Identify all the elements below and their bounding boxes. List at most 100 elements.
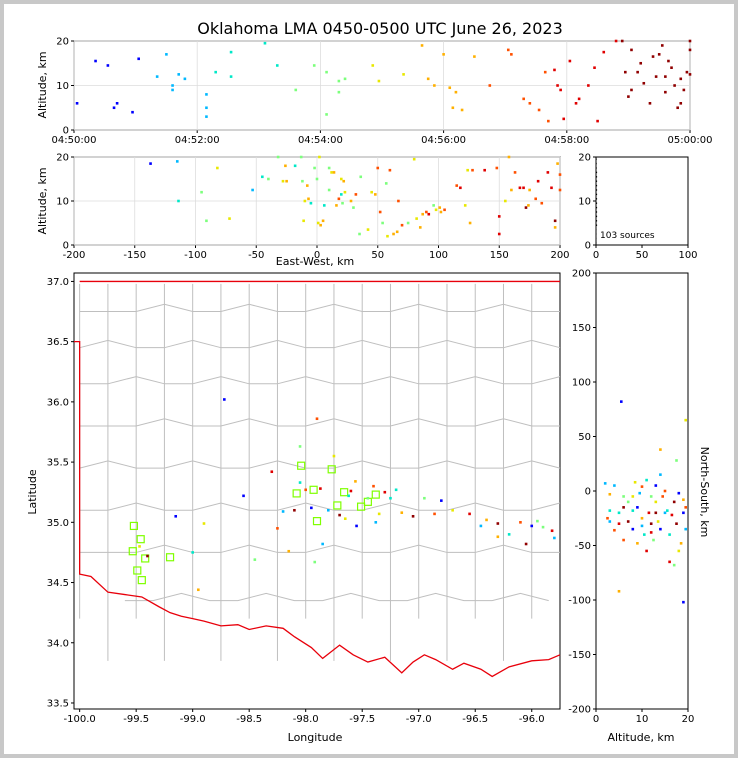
- time-height-point: [183, 77, 187, 81]
- ew-height-panel: -200 -150 -100 -50 0 50 100 150 200 0 10 20: [56, 153, 569, 262]
- ew-height-point: [327, 166, 331, 170]
- plan-view-panel: -100.0 -99.5 -99.0 -98.5 -98.0 -97.5 -97.0 -96.…: [47, 272, 561, 725]
- ew-height-point: [522, 186, 525, 190]
- ns-height-point: [677, 549, 681, 553]
- ns-height-panel: 0 10 20 -200 -150 -100 -50 0 50 100 150 200: [568, 269, 694, 726]
- time-height-point: [654, 75, 658, 78]
- plan-view-xtick-label: -99.5: [123, 714, 149, 725]
- ew-height-point: [384, 182, 388, 185]
- ns-height-point: [603, 482, 607, 485]
- ns-height-point: [631, 527, 635, 531]
- figure-title: Oklahoma LMA 0450-0500 UTC June 26, 2023: [197, 19, 563, 38]
- time-height-point: [682, 88, 686, 92]
- plan-view-point: [479, 524, 483, 528]
- time-height-point: [639, 61, 643, 65]
- ns-height-point: [663, 489, 667, 493]
- time-height-point: [664, 75, 667, 78]
- plan-view-point: [496, 535, 500, 539]
- ew-height-ytick-label: 20: [56, 153, 69, 164]
- ns-height-point: [631, 495, 635, 498]
- time-height-point: [596, 119, 599, 123]
- source-count-ytick-label: 0: [585, 241, 591, 252]
- time-height-point: [688, 73, 692, 76]
- ew-height-point: [556, 162, 559, 165]
- plan-view-point: [298, 445, 302, 448]
- time-height-point: [559, 88, 562, 92]
- figure-canvas: Oklahoma LMA 0450-0500 UTC June 26, 2023…: [4, 4, 734, 754]
- ew-height-point: [340, 177, 343, 181]
- ns-height-point: [636, 542, 639, 545]
- time-height-point: [165, 53, 168, 56]
- time-height-point: [155, 75, 159, 78]
- ns-height-point: [647, 511, 651, 515]
- plan-view-point: [174, 514, 178, 518]
- ew-height-point: [553, 219, 557, 223]
- ns-height-ytick-label: -200: [568, 705, 591, 716]
- time-height-point: [562, 117, 566, 121]
- lma-station: [136, 535, 145, 544]
- source-count-xtick-label: 50: [636, 250, 649, 261]
- plan-view-point: [321, 542, 324, 546]
- time-height-point: [510, 53, 513, 56]
- ns-height-point: [622, 506, 625, 509]
- ns-height-point: [649, 522, 653, 525]
- time-height-ytick-label: 10: [56, 81, 69, 92]
- lma-station: [141, 554, 150, 563]
- plan-view-point: [372, 484, 375, 488]
- plan-view-point: [468, 512, 471, 516]
- time-height-point: [115, 102, 119, 105]
- plan-view-ytick-label: 36.0: [47, 397, 69, 408]
- ew-height-point: [316, 221, 320, 225]
- ns-height-point: [663, 511, 667, 515]
- ew-height-point: [425, 210, 428, 214]
- ns-height-point: [645, 478, 648, 482]
- ew-height-point: [318, 155, 321, 159]
- ns-height-point: [654, 511, 658, 515]
- ew-height-ylabel: Altitude, km: [36, 167, 49, 234]
- plan-view-point: [440, 499, 443, 502]
- plan-view-point: [496, 522, 500, 525]
- time-height-ytick-label: 20: [56, 37, 69, 48]
- time-height-point: [667, 59, 670, 63]
- plan-view-point: [287, 549, 291, 553]
- plan-view-point: [433, 512, 436, 516]
- plan-view-point: [343, 517, 347, 521]
- time-height-point: [568, 59, 572, 63]
- time-height-xtick-label: 04:56:00: [421, 135, 466, 146]
- ew-height-point: [335, 204, 338, 207]
- ew-height-point: [558, 173, 562, 176]
- ns-height-point: [638, 491, 641, 495]
- plan-view-point: [394, 488, 398, 492]
- ns-height-ytick-label: -100: [568, 596, 591, 607]
- county-lines: [79, 283, 561, 661]
- ew-height-point: [507, 155, 511, 159]
- ns-height-point: [622, 538, 625, 542]
- ew-height-point: [553, 226, 557, 229]
- county-boundary: [79, 460, 561, 469]
- time-height-point: [593, 66, 596, 69]
- plan-view-point: [242, 494, 245, 498]
- plan-view-point: [519, 521, 522, 524]
- ew-height-point: [284, 164, 287, 168]
- time-height-point: [426, 77, 430, 81]
- ew-height-point: [400, 223, 404, 227]
- ew-height-point: [330, 171, 333, 174]
- ew-height-point: [267, 177, 270, 181]
- county-boundary: [79, 376, 561, 385]
- ew-height-point: [415, 217, 418, 220]
- time-height-point: [543, 70, 547, 74]
- ew-height-point: [276, 155, 280, 159]
- plan-view-ytick-label: 35.5: [47, 458, 69, 469]
- ns-height-point: [626, 500, 630, 504]
- time-height-point: [506, 48, 510, 52]
- time-height-point: [137, 57, 140, 61]
- time-height-point: [664, 90, 667, 94]
- time-height-point: [648, 102, 652, 105]
- plan-view-point: [332, 454, 336, 458]
- ew-height-point: [540, 201, 544, 205]
- ew-height-xlabel: East-West, km: [276, 255, 354, 268]
- ew-height-point: [527, 204, 530, 207]
- time-height-point: [214, 70, 217, 74]
- time-height-point: [547, 119, 550, 123]
- plan-view-xtick-label: -98.5: [236, 714, 262, 725]
